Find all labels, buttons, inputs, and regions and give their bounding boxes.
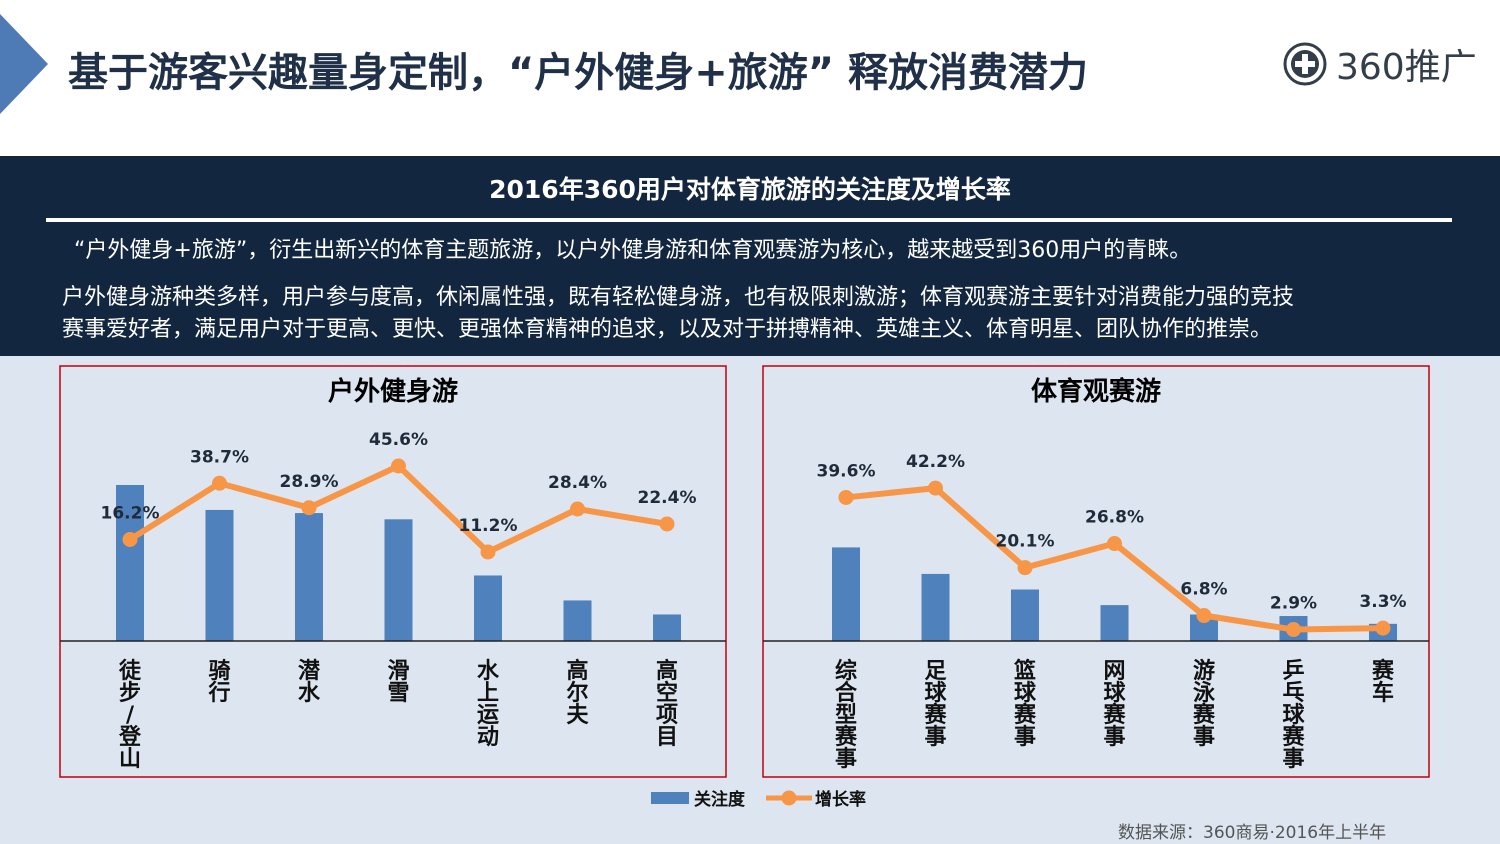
growth-point-2-1 [838,489,854,505]
growth-label-2-6: 2.9% [1270,594,1317,614]
chart-title-1: 户外健身游 [328,376,458,407]
chart-frame-2 [762,365,1430,778]
category-label-1-5: 水上运动 [477,659,500,750]
legend-bar-label: 关注度 [694,789,746,810]
bar-1-7 [653,614,681,641]
category-label-1-7: 高空项目 [656,658,678,750]
summary-band [0,156,1500,356]
legend-bar-swatch [651,792,689,804]
category-label-1-6: 高尔夫 [566,658,589,728]
bar-1-2 [205,509,234,641]
growth-label-2-7: 3.3% [1359,592,1406,612]
chart-area [0,356,1500,844]
growth-point-1-7 [659,516,675,532]
growth-point-2-2 [928,480,943,496]
growth-label-1-3: 28.9% [280,472,339,492]
chart-frame-1 [59,365,727,778]
growth-label-1-5: 11.2% [459,516,518,536]
growth-point-1-6 [570,501,585,517]
category-label-1-4: 滑雪 [387,659,409,706]
category-label-2-5: 游泳赛事 [1192,658,1216,750]
corner-arrow-decoration [0,14,48,114]
growth-point-2-5 [1196,608,1212,624]
growth-point-1-5 [480,544,496,560]
bar-1-5 [474,575,502,641]
category-label-1-3: 潜水 [298,659,321,706]
page-title: 基于游客兴趣量身定制，“户外健身+旅游” 释放消费潜力 [68,50,1089,96]
bar-2-1 [832,547,860,641]
growth-label-1-6: 28.4% [548,473,607,493]
growth-point-1-4 [391,458,406,474]
growth-label-1-4: 45.6% [369,430,428,450]
logo-360: 360推广 [1282,38,1477,90]
summary-paragraph-2-line-2: 赛事爱好者，满足用户对于更高、更快、更强体育精神的追求，以及对于拼搏精神、英雄主… [62,317,1273,342]
growth-point-2-4 [1107,536,1122,552]
growth-point-1-1 [122,532,138,547]
growth-label-2-4: 26.8% [1085,508,1144,528]
legend-line-label: 增长率 [815,789,866,810]
category-label-1-1: 徒步/登山 [118,658,142,772]
category-label-1-2: 骑行 [207,659,230,706]
category-label-2-3: 篮球赛事 [1013,658,1037,750]
growth-label-2-2: 42.2% [906,452,965,472]
band-divider [46,218,1452,222]
bar-1-4 [384,519,413,641]
category-label-2-7: 赛车 [1371,658,1395,706]
legend: 关注度 增长率 [651,789,866,810]
data-source: 数据来源：360商易·2016年上半年 [1118,823,1387,843]
growth-label-2-3: 20.1% [996,532,1055,552]
growth-point-1-2 [212,475,227,491]
bar-2-3 [1011,589,1039,641]
growth-point-2-3 [1017,560,1033,576]
category-label-2-4: 网球赛事 [1102,659,1126,750]
category-label-2-6: 乒乓球赛事 [1281,659,1305,772]
bar-2-2 [921,573,950,641]
bar-1-3 [295,513,323,641]
growth-label-1-2: 38.7% [190,447,249,467]
bar-1-6 [563,600,592,641]
growth-label-2-1: 39.6% [817,461,876,481]
growth-label-1-1: 16.2% [101,504,160,524]
growth-label-2-5: 6.8% [1180,580,1227,600]
bar-1-1 [116,485,144,641]
band-title: 2016年360用户对体育旅游的关注度及增长率 [489,175,1011,204]
chart-title-2: 体育观赛游 [1031,376,1161,407]
category-label-2-2: 足球赛事 [923,659,947,750]
bar-2-4 [1100,605,1129,641]
plus-circle-icon [1283,42,1327,86]
legend-line-marker [781,790,797,806]
growth-point-2-7 [1375,620,1391,636]
growth-label-1-7: 22.4% [638,488,697,508]
summary-paragraph-1: “户外健身+旅游”，衍生出新兴的体育主题旅游，以户外健身游和体育观赛游为核心，越… [74,238,1192,263]
growth-point-1-3 [301,500,317,516]
summary-paragraph-2-line-1: 户外健身游种类多样，用户参与度高，休闲属性强，既有轻松健身游，也有极限刺激游；体… [62,285,1295,310]
logo-text: 360推广 [1336,47,1477,88]
category-label-2-1: 综合型赛事 [834,658,858,772]
growth-point-2-6 [1286,622,1301,638]
